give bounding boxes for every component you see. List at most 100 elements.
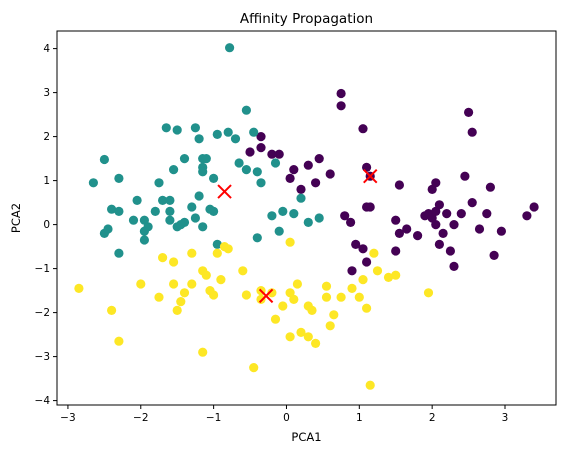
x-axis-label: PCA1 — [291, 430, 321, 444]
scatter-point-cluster-1-41 — [234, 158, 244, 168]
scatter-point-cluster-2-37 — [303, 332, 313, 342]
scatter-point-cluster-0-10 — [296, 184, 306, 194]
scatter-point-cluster-1-50 — [278, 206, 288, 216]
y-tick-label-7: 3 — [43, 87, 50, 99]
scatter-point-cluster-2-14 — [201, 270, 211, 280]
scatter-point-cluster-2-50 — [369, 248, 379, 258]
scatter-point-cluster-2-39 — [311, 338, 321, 348]
scatter-point-cluster-0-36 — [431, 220, 441, 230]
scatter-point-cluster-2-22 — [238, 266, 248, 276]
scatter-point-cluster-0-42 — [449, 261, 459, 271]
scatter-point-cluster-1-4 — [107, 204, 117, 214]
scatter-point-cluster-1-20 — [179, 154, 190, 164]
scatter-point-cluster-1-40 — [230, 134, 241, 144]
scatter-point-cluster-0-26 — [394, 180, 404, 190]
scatter-point-cluster-0-45 — [460, 171, 470, 181]
scatter-point-cluster-1-53 — [303, 217, 313, 227]
scatter-point-cluster-2-53 — [391, 270, 401, 280]
scatter-point-cluster-1-9 — [128, 215, 139, 225]
y-tick-label-2: −2 — [35, 307, 50, 319]
scatter-point-cluster-2-44 — [336, 292, 346, 302]
scatter-point-cluster-1-30 — [169, 165, 179, 175]
scatter-point-cluster-2-3 — [136, 279, 146, 289]
scatter-point-cluster-0-44 — [456, 209, 466, 219]
scatter-point-cluster-0-49 — [474, 224, 485, 234]
y-tick-label-5: 1 — [43, 175, 50, 187]
axes: −3 −2 −1 0 1 2 3 −4 −3 −2 −1 0 1 2 3 4 — [35, 30, 557, 424]
scatter-point-cluster-0-19 — [289, 165, 299, 175]
scatter-point-cluster-2-11 — [187, 279, 197, 289]
y-tick-label-0: −4 — [35, 395, 51, 407]
scatter-point-cluster-0-28 — [402, 224, 412, 234]
scatter-point-cluster-2-49 — [365, 380, 375, 390]
scatter-point-cluster-0-40 — [442, 209, 452, 219]
x-tick-label-2: −1 — [206, 412, 221, 424]
scatter-point-cluster-1-48 — [252, 233, 262, 243]
scatter-point-cluster-2-54 — [423, 288, 434, 298]
scatter-point-cluster-2-28 — [270, 314, 281, 324]
scatter-point-cluster-1-37 — [209, 173, 219, 183]
x-tick-label-1: −2 — [133, 412, 148, 424]
scatter-point-cluster-2-40 — [321, 281, 332, 291]
x-tick-label-0: −3 — [60, 412, 75, 424]
scatter-point-cluster-2-10 — [179, 288, 190, 298]
scatter-point-cluster-2-23 — [241, 290, 251, 300]
scatter-point-cluster-2-32 — [285, 332, 295, 342]
scatter-point-cluster-1-43 — [249, 127, 259, 137]
scatter-point-cluster-2-9 — [176, 297, 186, 307]
scatter-point-cluster-1-26 — [198, 167, 208, 177]
scatter-point-cluster-0-48 — [467, 198, 477, 208]
scatter-point-cluster-2-34 — [292, 279, 302, 289]
scatter-point-cluster-0-11 — [311, 178, 321, 188]
scatter-point-cluster-0-46 — [464, 107, 474, 117]
x-tick-label-5: 2 — [429, 412, 436, 424]
scatter-point-cluster-1-3 — [114, 173, 124, 183]
scatter-point-cluster-0-38 — [434, 239, 444, 249]
scatter-point-cluster-0-21 — [351, 239, 361, 249]
scatter-point-cluster-0-12 — [314, 154, 324, 164]
scatter-point-cluster-1-54 — [314, 213, 324, 223]
scatter-point-cluster-2-0 — [74, 283, 84, 293]
scatter-point-cluster-2-7 — [169, 279, 179, 289]
scatter-point-cluster-2-17 — [198, 347, 208, 357]
scatter-point-cluster-2-1 — [107, 305, 117, 315]
scatter-point-cluster-1-49 — [270, 158, 281, 168]
scatter-point-cluster-0-9 — [285, 173, 295, 183]
x-tick-label-6: 3 — [502, 412, 509, 424]
scatter-point-cluster-2-47 — [358, 275, 368, 285]
plot-frame — [56, 30, 557, 406]
scatter-point-cluster-2-2 — [114, 336, 124, 346]
scatter-point-cluster-2-27 — [267, 288, 277, 298]
scatter-point-cluster-2-41 — [321, 292, 332, 302]
scatter-point-cluster-2-6 — [169, 257, 179, 267]
scatter-point-cluster-0-39 — [438, 228, 448, 238]
scatter-point-cluster-1-42 — [241, 105, 251, 115]
scatter-point-cluster-0-18 — [256, 132, 266, 142]
scatter-point-cluster-1-47 — [274, 226, 284, 236]
scatter-point-cluster-1-19 — [172, 125, 182, 135]
scatter-point-cluster-1-2 — [88, 178, 98, 188]
scatter-point-cluster-1-58 — [205, 204, 215, 214]
scatter-point-cluster-0-2 — [358, 124, 368, 134]
y-tick-label-6: 2 — [43, 131, 50, 143]
scatter-point-cluster-0-55 — [529, 202, 539, 212]
scatter-point-cluster-1-52 — [296, 193, 306, 203]
scatter-point-cluster-1-39 — [223, 127, 233, 137]
cluster-center-marker-2 — [258, 288, 274, 304]
scatter-point-cluster-2-26 — [256, 294, 266, 304]
scatter-point-cluster-2-21 — [223, 244, 233, 254]
x-tick-label-3: 0 — [283, 412, 290, 424]
scatter-point-cluster-2-43 — [329, 310, 339, 320]
scatter-point-cluster-2-19 — [216, 275, 226, 285]
scatter-point-cluster-1-7 — [103, 224, 113, 234]
scatter-point-cluster-2-46 — [354, 292, 364, 302]
scatter-point-cluster-1-17 — [158, 195, 168, 205]
scatter-point-cluster-2-38 — [307, 305, 317, 315]
scatter-point-cluster-0-47 — [467, 127, 477, 137]
scatter-point-cluster-1-45 — [256, 178, 266, 188]
plot-area — [74, 43, 539, 390]
scatter-point-cluster-0-22 — [358, 244, 368, 254]
scatter-point-cluster-0-52 — [489, 250, 499, 260]
scatter-point-cluster-0-0 — [336, 88, 346, 99]
scatter-point-cluster-0-17 — [245, 147, 255, 157]
